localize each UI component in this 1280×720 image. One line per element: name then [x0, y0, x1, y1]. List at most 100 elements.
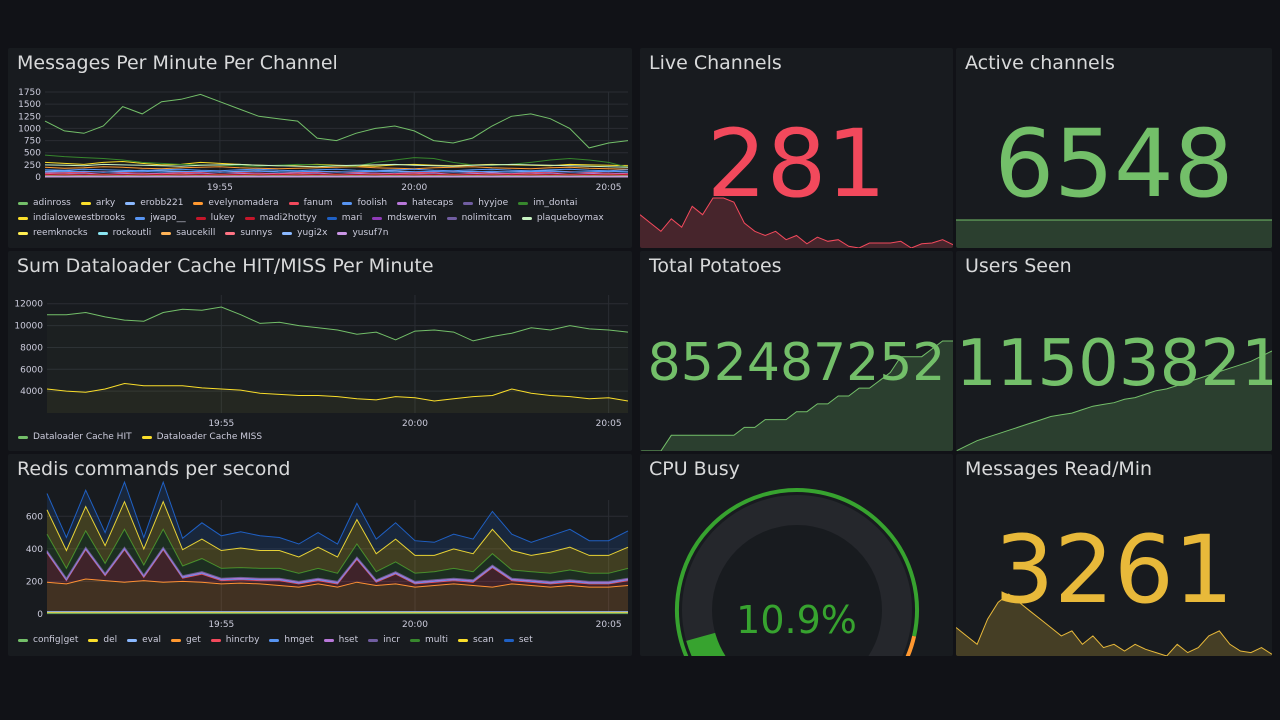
legend-label: indialovewestbrooks: [33, 213, 126, 223]
legend-label: hmget: [284, 635, 314, 645]
legend-item[interactable]: indialovewestbrooks: [18, 213, 125, 223]
legend-swatch: [446, 216, 457, 220]
sparkline-line: [956, 350, 1272, 451]
series-line-foolish: [44, 168, 629, 172]
legend-item[interactable]: hmget: [269, 635, 314, 645]
legend-label: eval: [142, 635, 162, 645]
legend-label: yusuf7n: [352, 228, 389, 238]
legend-label: del: [103, 635, 118, 645]
legend-swatch: [18, 638, 28, 642]
sparkline: [640, 340, 953, 451]
y-tick-label: 4000: [20, 387, 43, 397]
legend-item[interactable]: nolimitcam: [446, 213, 512, 223]
users-seen-panel: Users Seen 11503821: [956, 251, 1272, 451]
legend-item[interactable]: yusuf7n: [337, 228, 388, 238]
legend-item[interactable]: hset: [323, 635, 358, 645]
legend-item[interactable]: fanum: [288, 198, 332, 208]
legend-item[interactable]: mari: [326, 213, 363, 223]
legend-swatch: [127, 638, 138, 642]
legend-label: Dataloader Cache HIT: [33, 432, 132, 442]
cpu-busy-panel: CPU Busy 10.9%: [640, 454, 953, 656]
sparkline-area: [640, 341, 953, 451]
legend-item[interactable]: Dataloader Cache HIT: [18, 432, 132, 442]
legend-label: multi: [424, 635, 448, 645]
y-tick-label: 1750: [18, 88, 41, 98]
x-tick-label: 19:55: [208, 620, 234, 630]
legend-item[interactable]: saucekill: [161, 228, 215, 238]
sparkline-line: [640, 340, 953, 451]
legend-item[interactable]: evelynomadera: [193, 198, 279, 208]
legend-swatch: [18, 201, 28, 205]
legend-item[interactable]: set: [503, 635, 533, 645]
legend: adinross arky erobb221 evelynomadera fanum fo…: [18, 198, 628, 238]
legend-item[interactable]: plaqueboymax: [521, 213, 604, 223]
sparkline: [640, 197, 953, 248]
legend-item[interactable]: get: [171, 635, 201, 645]
messages-panel: Messages Per Minute Per Channel 0 250 500 7…: [8, 48, 632, 248]
y-tick-label: 500: [24, 149, 41, 159]
legend-item[interactable]: sunnys: [225, 228, 272, 238]
y-tick-label: 6000: [20, 365, 43, 375]
legend-swatch: [326, 216, 337, 220]
legend-label: im_dontai: [533, 198, 578, 208]
messages-read-panel: Messages Read/Min 3261: [956, 454, 1272, 656]
legend-item[interactable]: incr: [368, 635, 400, 645]
legend-item[interactable]: lukey: [195, 213, 235, 223]
legend-label: reemknocks: [33, 228, 88, 238]
series-area: [47, 501, 628, 574]
legend-item[interactable]: mdswervin: [372, 213, 437, 223]
legend-swatch: [518, 201, 529, 205]
cpu-value: 10.9%: [736, 598, 857, 642]
series-line-hincrby: [46, 548, 629, 585]
legend-item[interactable]: jwapo__: [135, 213, 186, 223]
legend-item[interactable]: multi: [409, 635, 448, 645]
legend-swatch: [97, 231, 108, 235]
y-tick-label: 0: [37, 610, 43, 620]
stat-value: 3261: [994, 516, 1234, 625]
total-potatoes-panel: Total Potatoes 852487252: [640, 251, 953, 451]
series-line-lukey: [44, 173, 629, 176]
y-tick-label: 250: [24, 161, 41, 171]
legend-swatch: [342, 201, 353, 205]
sparkline-line: [956, 593, 1272, 656]
legend-label: mari: [341, 213, 363, 223]
threshold-green: [675, 488, 919, 656]
legend-swatch: [244, 216, 255, 220]
legend-item[interactable]: yugi2x: [282, 228, 327, 238]
legend-item[interactable]: del: [88, 635, 117, 645]
legend-item[interactable]: hincrby: [210, 635, 259, 645]
x-tick-label: 19:55: [208, 419, 234, 429]
legend-item[interactable]: arky: [80, 198, 115, 208]
panel-title: Redis commands per second: [17, 458, 291, 480]
legend-item[interactable]: Dataloader Cache MISS: [141, 432, 262, 442]
legend-swatch: [18, 231, 28, 235]
legend-swatch: [195, 216, 206, 220]
legend-item[interactable]: scan: [458, 635, 494, 645]
legend-item[interactable]: rockoutli: [97, 228, 151, 238]
y-tick-label: 1250: [18, 112, 41, 122]
legend-item[interactable]: config|get: [18, 635, 78, 645]
legend-item[interactable]: hyyjoe: [463, 198, 508, 208]
series-line-set: [46, 480, 629, 545]
gauge-track: [682, 495, 912, 656]
legend-label: hatecaps: [412, 198, 454, 208]
y-tick-label: 200: [26, 577, 43, 587]
legend-label: get: [186, 635, 201, 645]
legend-item[interactable]: hatecaps: [397, 198, 453, 208]
legend-swatch: [458, 638, 468, 642]
legend-item[interactable]: foolish: [342, 198, 387, 208]
legend-item[interactable]: reemknocks: [18, 228, 88, 238]
legend-item[interactable]: im_dontai: [518, 198, 577, 208]
legend-item[interactable]: madi2hottyy: [244, 213, 317, 223]
series-line-incr: [46, 546, 629, 582]
stat-value: 6548: [994, 110, 1234, 219]
legend-item[interactable]: adinross: [18, 198, 71, 208]
sparkline-area: [956, 594, 1272, 656]
legend-item[interactable]: erobb221: [125, 198, 183, 208]
legend-swatch: [135, 216, 146, 220]
legend-item[interactable]: eval: [127, 635, 161, 645]
x-tick-label: 20:00: [402, 620, 428, 630]
legend-swatch: [171, 638, 182, 642]
legend-label: erobb221: [140, 198, 184, 208]
legend-label: saucekill: [176, 228, 216, 238]
